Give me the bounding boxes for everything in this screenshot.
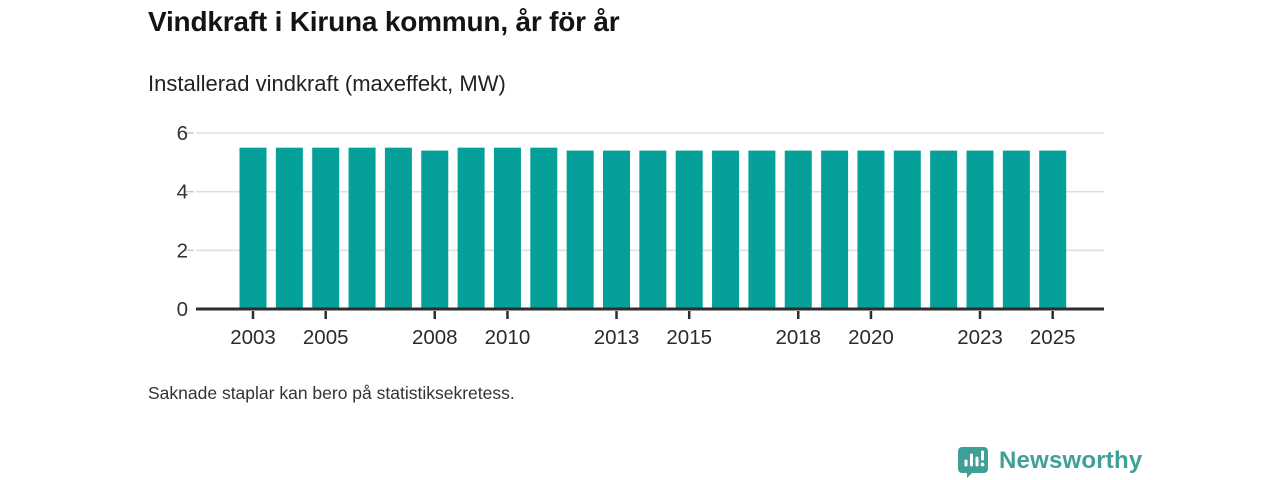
x-axis-label: 2018	[775, 326, 821, 349]
bar-2020	[857, 150, 885, 309]
x-axis-label: 2008	[412, 326, 458, 349]
bar-2014	[639, 150, 667, 309]
y-axis-label: 6	[177, 122, 188, 145]
bar-2018	[784, 150, 812, 309]
bar-2011	[530, 147, 558, 309]
bar-2015	[675, 150, 703, 309]
bar-2007	[384, 147, 412, 309]
bar-2022	[930, 150, 958, 309]
bar-2005	[312, 147, 340, 309]
x-axis-label: 2005	[303, 326, 349, 349]
x-axis-label: 2025	[1030, 326, 1076, 349]
bar-2003	[239, 147, 267, 309]
bar-chart-plot: 0 2 4 6 2003 2005 2008 2010 2013 2015 2018 2020 2023…	[177, 122, 1104, 349]
y-axis-label: 2	[177, 239, 188, 262]
bar-2024	[1002, 150, 1030, 309]
bar-2006	[348, 147, 376, 309]
y-axis-label: 0	[177, 298, 188, 321]
bar-2013	[603, 150, 630, 309]
x-axis-label: 2003	[230, 326, 276, 349]
bar-2025	[1039, 150, 1067, 309]
bar-2012	[566, 150, 594, 309]
bar-2008	[421, 150, 449, 309]
bar-2009	[457, 147, 485, 309]
bar-2021	[893, 150, 921, 309]
chart-title: Vindkraft i Kiruna kommun, år för år	[148, 6, 620, 37]
bar-2010	[493, 147, 521, 309]
footnote: Saknade staplar kan bero på statistiksek…	[148, 383, 515, 403]
x-axis-label: 2013	[594, 326, 640, 349]
bar-2023	[966, 150, 994, 309]
x-axis-label: 2015	[666, 326, 712, 349]
newsworthy-brand: Newsworthy	[956, 444, 1142, 478]
bar-2016	[712, 150, 740, 309]
bar-2017	[748, 150, 776, 309]
chart-subtitle: Installerad vindkraft (maxeffekt, MW)	[148, 71, 506, 96]
bar-2019	[821, 150, 849, 309]
x-axis-label: 2020	[848, 326, 894, 349]
bar-2004	[275, 147, 303, 309]
x-axis-label: 2023	[957, 326, 1003, 349]
newsworthy-logo-text: Newsworthy	[999, 447, 1143, 474]
newsworthy-logo-icon	[958, 447, 988, 478]
y-axis-label: 4	[177, 181, 188, 204]
x-axis-label: 2010	[485, 326, 531, 349]
